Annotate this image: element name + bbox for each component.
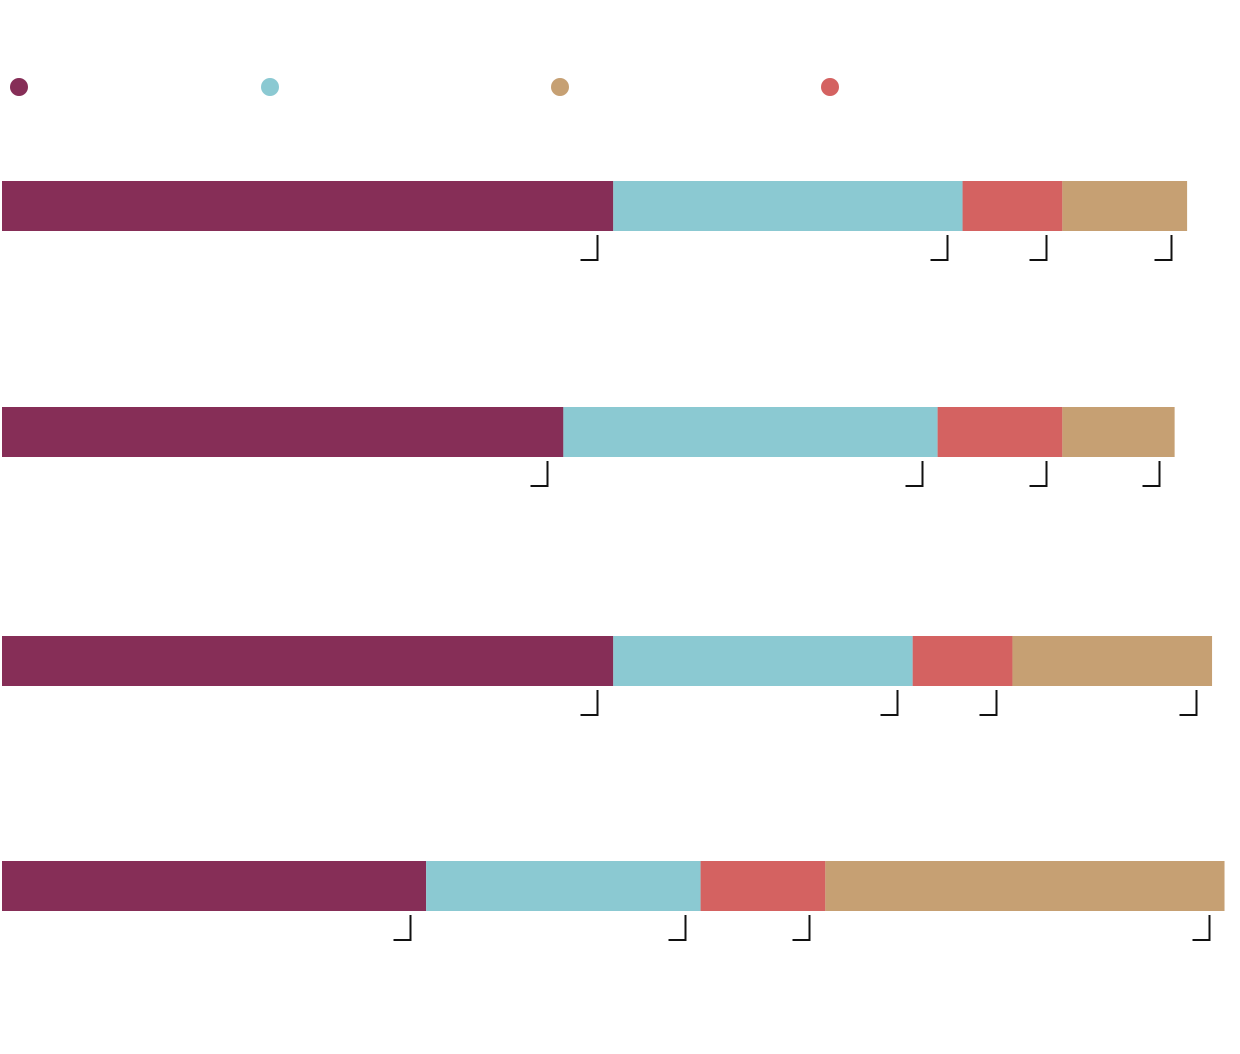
segment-marker xyxy=(1179,690,1198,716)
segment-marker xyxy=(1029,235,1048,261)
bar-3 xyxy=(2,636,1213,686)
segment-marker xyxy=(580,235,599,261)
segment-marker xyxy=(792,915,811,941)
bar-segment-series_2 xyxy=(426,861,701,911)
legend xyxy=(10,78,839,96)
segment-marker xyxy=(393,915,412,941)
bars xyxy=(2,181,1225,911)
segment-marker xyxy=(668,915,687,941)
bar-segment-series_3 xyxy=(962,181,1063,231)
bar-segment-series_2 xyxy=(563,407,938,457)
bar-segment-series_2 xyxy=(613,636,913,686)
legend-dot-series_2 xyxy=(261,78,279,96)
segment-marker xyxy=(1142,461,1161,487)
bar-segment-series_1 xyxy=(2,181,614,231)
legend-dot-series_1 xyxy=(10,78,28,96)
bar-segment-series_2 xyxy=(613,181,963,231)
segment-marker xyxy=(530,461,549,487)
segment-marker xyxy=(1192,915,1211,941)
bar-segment-series_1 xyxy=(2,407,564,457)
bar-segment-series_3 xyxy=(700,861,826,911)
legend-dot-series_3 xyxy=(821,78,839,96)
segment-markers xyxy=(393,235,1211,941)
bar-segment-series_1 xyxy=(2,636,614,686)
legend-dot-series_4 xyxy=(551,78,569,96)
bar-1 xyxy=(2,181,1188,231)
segment-marker xyxy=(930,235,949,261)
bar-segment-series_4 xyxy=(1062,181,1188,231)
bar-segment-series_3 xyxy=(937,407,1063,457)
segment-marker xyxy=(580,690,599,716)
bar-2 xyxy=(2,407,1175,457)
bar-segment-series_4 xyxy=(825,861,1225,911)
bar-4 xyxy=(2,861,1225,911)
bar-segment-series_3 xyxy=(912,636,1013,686)
segment-marker xyxy=(880,690,899,716)
bar-segment-series_4 xyxy=(1012,636,1213,686)
bar-segment-series_4 xyxy=(1062,407,1175,457)
segment-marker xyxy=(1029,461,1048,487)
segment-marker xyxy=(905,461,924,487)
bar-segment-series_1 xyxy=(2,861,427,911)
segment-marker xyxy=(1154,235,1173,261)
segment-marker xyxy=(979,690,998,716)
